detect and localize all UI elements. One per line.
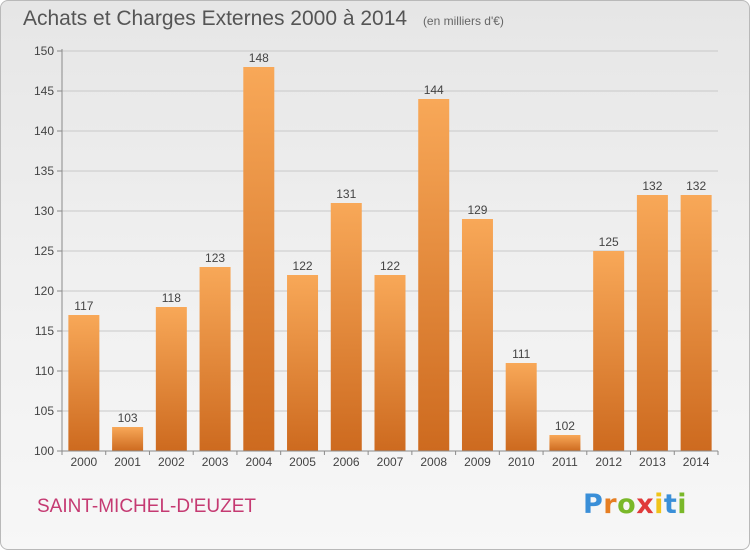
y-tick-label: 105 xyxy=(34,404,54,418)
x-tick-label-2000: 2000 xyxy=(71,455,98,469)
bar-2012 xyxy=(593,251,625,451)
x-tick-label-2002: 2002 xyxy=(158,455,185,469)
bar-2014 xyxy=(680,195,712,451)
bar-2013 xyxy=(636,195,668,451)
y-tick-label: 110 xyxy=(35,364,54,378)
y-tick-label: 130 xyxy=(34,204,54,218)
labels: 100 105 110 115 120 125 130 135 140 145 150 117 2000… xyxy=(34,44,710,469)
x-tick-label-2009: 2009 xyxy=(464,455,491,469)
chart-unit: (en milliers d'€) xyxy=(422,14,504,28)
logo-letter: P xyxy=(583,489,604,520)
data-label-2008: 144 xyxy=(424,83,444,97)
data-label-2007: 122 xyxy=(380,259,400,273)
y-tick-label: 150 xyxy=(34,44,54,58)
bar-2000 xyxy=(68,315,100,451)
bar-2009 xyxy=(461,219,493,451)
x-tick-label-2001: 2001 xyxy=(114,455,141,469)
y-tick-label: 140 xyxy=(34,124,54,138)
bar-2010 xyxy=(505,363,537,451)
data-label-2009: 129 xyxy=(467,203,487,217)
chart-title: Achats et Charges Externes 2000 à 2014 (… xyxy=(23,7,504,31)
data-label-2002: 118 xyxy=(162,291,181,305)
axes xyxy=(57,49,719,455)
bar-2002 xyxy=(155,307,187,451)
y-tick-label: 120 xyxy=(34,284,54,298)
x-tick-label-2008: 2008 xyxy=(420,455,447,469)
y-tick-label: 135 xyxy=(34,164,54,178)
bar-2007 xyxy=(374,275,406,451)
x-tick-label-2004: 2004 xyxy=(245,455,272,469)
bar-2011 xyxy=(549,435,581,451)
x-tick-label-2011: 2011 xyxy=(552,455,578,469)
x-tick-label-2010: 2010 xyxy=(508,455,535,469)
logo-letter: o xyxy=(617,489,637,520)
bars xyxy=(68,67,712,451)
data-label-2000: 117 xyxy=(74,299,93,313)
logo-letter: i xyxy=(677,489,688,520)
x-tick-label-2014: 2014 xyxy=(683,455,710,469)
chart-title-text: Achats et Charges Externes 2000 à 2014 xyxy=(23,7,408,30)
data-label-2010: 111 xyxy=(512,347,531,361)
y-tick-label: 100 xyxy=(34,444,54,458)
data-label-2012: 125 xyxy=(599,235,619,249)
bar-2003 xyxy=(199,267,231,451)
logo-letter: x xyxy=(636,489,655,520)
x-tick-label-2013: 2013 xyxy=(639,455,666,469)
data-label-2013: 132 xyxy=(642,179,662,193)
proxiti-logo: Proxiti xyxy=(583,489,687,520)
bar-2001 xyxy=(112,427,144,451)
bar-2008 xyxy=(418,99,450,451)
logo-letter: t xyxy=(663,489,678,520)
data-label-2011: 102 xyxy=(555,419,575,433)
data-label-2004: 148 xyxy=(249,51,269,65)
x-tick-label-2005: 2005 xyxy=(289,455,316,469)
x-tick-label-2006: 2006 xyxy=(333,455,360,469)
data-label-2006: 131 xyxy=(336,187,356,201)
bar-2005 xyxy=(287,275,319,451)
x-tick-label-2007: 2007 xyxy=(377,455,404,469)
bar-2006 xyxy=(330,203,362,451)
logo-letter: r xyxy=(603,489,618,520)
x-tick-label-2003: 2003 xyxy=(202,455,229,469)
y-tick-label: 125 xyxy=(34,244,54,258)
commune-name: SAINT-MICHEL-D'EUZET xyxy=(37,496,256,517)
bar-2004 xyxy=(243,67,275,451)
logo-letter: i xyxy=(654,489,664,520)
x-tick-label-2012: 2012 xyxy=(595,455,622,469)
data-label-2014: 132 xyxy=(686,179,706,193)
y-tick-label: 115 xyxy=(35,324,54,338)
data-label-2005: 122 xyxy=(293,259,313,273)
y-tick-label: 145 xyxy=(34,84,54,98)
data-label-2003: 123 xyxy=(205,251,225,265)
data-label-2001: 103 xyxy=(118,411,138,425)
